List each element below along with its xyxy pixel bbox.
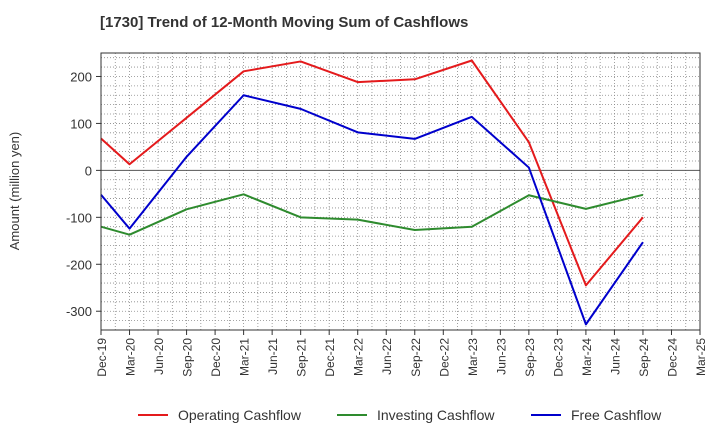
x-axis-ticks: Dec-19 Mar-20 Jun-20 Sep-20 Dec-20 Mar-21 Jun-… [95,330,708,377]
y-axis-label: Amount (million yen) [7,132,22,251]
legend-label-operating: Operating Cashflow [178,407,301,423]
series-lines [100,59,644,326]
grid-lines [100,53,701,331]
x-tick-label: Dec-21 [323,338,337,377]
x-tick-label: Sep-22 [409,338,423,377]
x-tick-label: Dec-22 [437,338,451,377]
legend-swatch-free [531,414,561,416]
series-line-investing-cashflow [100,193,644,236]
plot-area-border [100,52,701,331]
x-tick-label: Mar-21 [238,338,252,376]
legend-label-investing: Investing Cashflow [377,407,495,423]
series-line-operating-cashflow [100,59,644,287]
x-tick-label: Mar-23 [466,338,480,376]
y-tick-label: 0 [85,163,92,178]
x-tick-label: Jun-24 [608,338,622,375]
y-tick-label: -300 [66,304,92,319]
x-tick-label: Sep-20 [181,338,195,377]
x-tick-label: Jun-22 [380,338,394,375]
x-tick-label: Dec-23 [551,338,565,377]
legend-item-free-cashflow: Free Cashflow [531,405,661,425]
x-tick-label: Jun-20 [152,338,166,375]
legend-swatch-investing [337,414,367,416]
x-tick-label: Sep-21 [295,338,309,377]
legend: Operating Cashflow Investing Cashflow Fr… [0,405,720,427]
y-tick-label: 200 [70,69,92,84]
x-tick-label: Dec-19 [95,338,109,377]
y-axis-ticks: 200 100 0 -100 -200 -300 [66,69,101,319]
x-tick-label: Dec-24 [665,338,679,377]
x-tick-label: Jun-21 [266,338,280,375]
x-tick-label: Sep-24 [637,338,651,377]
x-tick-label: Dec-20 [209,338,223,377]
legend-item-investing-cashflow: Investing Cashflow [337,405,495,425]
chart-title: [1730] Trend of 12-Month Moving Sum of C… [100,14,469,31]
legend-item-operating-cashflow: Operating Cashflow [138,405,301,425]
y-tick-label: -200 [66,257,92,272]
y-tick-label: 100 [70,116,92,131]
legend-label-free: Free Cashflow [571,407,662,423]
legend-swatch-operating [138,414,168,416]
x-tick-label: Jun-23 [494,338,508,375]
y-tick-label: -100 [66,210,92,225]
x-tick-label: Mar-25 [694,338,708,376]
x-tick-label: Mar-24 [580,338,594,376]
series-line-free-cashflow [100,94,644,326]
x-tick-label: Mar-20 [124,338,138,376]
x-tick-label: Mar-22 [352,338,366,376]
x-tick-label: Sep-23 [523,338,537,377]
